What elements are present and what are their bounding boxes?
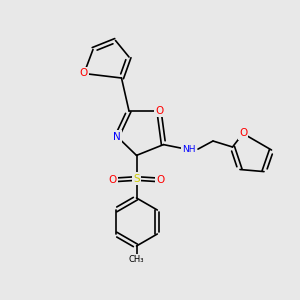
Text: O: O (80, 68, 88, 79)
Text: S: S (133, 173, 140, 184)
Text: CH₃: CH₃ (129, 255, 144, 264)
Text: O: O (156, 175, 165, 185)
Text: NH: NH (182, 146, 196, 154)
Text: N: N (113, 131, 121, 142)
Text: O: O (155, 106, 163, 116)
Text: O: O (108, 175, 117, 185)
Text: O: O (239, 128, 247, 139)
